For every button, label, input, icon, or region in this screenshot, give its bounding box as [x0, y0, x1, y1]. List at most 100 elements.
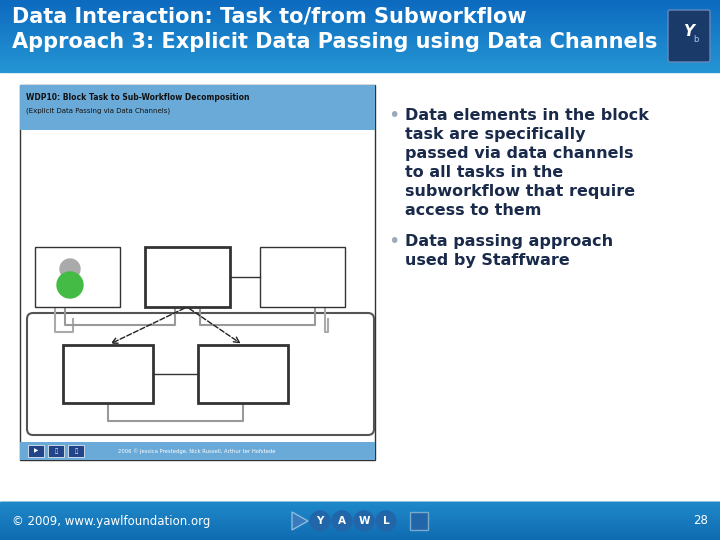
Bar — [0, 35, 720, 36]
Polygon shape — [292, 512, 308, 530]
Text: passed via data channels: passed via data channels — [405, 146, 634, 161]
Bar — [0, 505, 720, 506]
Bar — [0, 44, 720, 46]
Bar — [0, 507, 720, 508]
Bar — [0, 36, 720, 38]
Bar — [0, 12, 720, 14]
Bar — [0, 58, 720, 59]
Bar — [0, 68, 720, 69]
Bar — [0, 5, 720, 6]
Bar — [0, 9, 720, 10]
Text: access to them: access to them — [405, 203, 541, 218]
Bar — [0, 24, 720, 25]
Text: L: L — [383, 516, 390, 526]
Bar — [0, 522, 720, 523]
Bar — [0, 533, 720, 534]
Text: ▶: ▶ — [34, 449, 38, 454]
Bar — [0, 524, 720, 525]
Bar — [0, 517, 720, 518]
Bar — [0, 64, 720, 66]
Text: b: b — [693, 36, 698, 44]
Bar — [0, 25, 720, 27]
Bar — [0, 519, 720, 520]
Text: to all tasks in the: to all tasks in the — [405, 165, 563, 180]
Bar — [0, 510, 720, 511]
Bar — [0, 69, 720, 70]
Bar — [0, 50, 720, 51]
Bar — [0, 509, 720, 510]
Bar — [0, 70, 720, 71]
Bar — [0, 43, 720, 44]
Circle shape — [354, 511, 374, 531]
Bar — [0, 37, 720, 39]
Bar — [0, 45, 720, 47]
Bar — [0, 65, 720, 66]
Text: task are specifically: task are specifically — [405, 127, 585, 142]
Bar — [0, 0, 720, 1]
Bar — [0, 22, 720, 23]
Bar — [0, 522, 720, 523]
Bar — [0, 521, 720, 522]
Bar — [0, 33, 720, 35]
Bar — [0, 509, 720, 510]
Text: ⏸: ⏸ — [55, 448, 58, 454]
Text: 2006 © Jessica Prestedge, Nick Russell, Arthur ter Hofstede: 2006 © Jessica Prestedge, Nick Russell, … — [118, 448, 276, 454]
Bar — [0, 33, 720, 34]
Bar — [0, 49, 720, 50]
Bar — [0, 523, 720, 524]
Bar — [20, 442, 375, 460]
Bar — [0, 62, 720, 63]
Bar — [0, 536, 720, 537]
Bar — [0, 537, 720, 538]
Bar — [0, 57, 720, 58]
Text: ⏹: ⏹ — [74, 448, 78, 454]
Bar — [0, 4, 720, 5]
Bar — [0, 15, 720, 16]
Text: subworkflow that require: subworkflow that require — [405, 184, 635, 199]
Bar — [0, 63, 720, 65]
Bar — [0, 507, 720, 508]
Bar — [0, 519, 720, 521]
Bar — [0, 47, 720, 49]
Bar — [0, 63, 720, 64]
Bar — [0, 53, 720, 55]
Bar — [0, 56, 720, 58]
Bar — [0, 502, 720, 503]
Bar — [0, 44, 720, 45]
Bar — [0, 18, 720, 20]
Text: •: • — [388, 232, 400, 251]
Bar — [0, 525, 720, 526]
Text: Data Interaction: Task to/from Subworkflow: Data Interaction: Task to/from Subworkfl… — [12, 7, 526, 27]
Bar — [0, 530, 720, 531]
Bar — [0, 67, 720, 69]
Circle shape — [332, 511, 352, 531]
Bar — [0, 518, 720, 519]
Bar — [63, 345, 153, 403]
Bar — [0, 17, 720, 19]
Bar — [0, 59, 720, 60]
Bar — [410, 512, 428, 530]
Bar — [0, 532, 720, 534]
Bar — [28, 445, 44, 457]
Text: (Explicit Data Passing via Data Channels): (Explicit Data Passing via Data Channels… — [26, 107, 170, 113]
Bar — [0, 517, 720, 518]
Bar — [0, 510, 720, 511]
Bar — [0, 29, 720, 31]
Bar — [0, 532, 720, 533]
Bar — [0, 512, 720, 513]
Bar — [0, 520, 720, 521]
Bar — [0, 534, 720, 535]
Bar — [0, 536, 720, 537]
Bar — [0, 38, 720, 39]
Bar — [0, 51, 720, 52]
Bar — [0, 10, 720, 12]
Bar — [0, 32, 720, 33]
Bar — [0, 504, 720, 505]
Circle shape — [310, 511, 330, 531]
Bar — [0, 28, 720, 29]
Bar — [0, 3, 720, 4]
Bar — [0, 538, 720, 539]
Bar — [0, 25, 720, 26]
Bar — [0, 66, 720, 68]
Text: 28: 28 — [693, 515, 708, 528]
